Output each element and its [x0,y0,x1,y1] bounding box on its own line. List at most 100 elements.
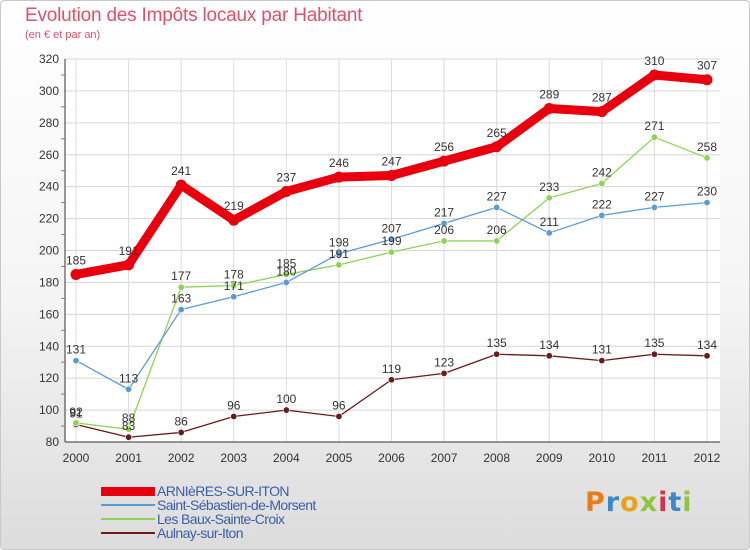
data-label: 123 [434,355,454,369]
data-point [70,268,82,280]
data-label: 177 [171,269,191,283]
data-label: 310 [644,54,664,68]
legend: ARNIèRES-SUR-ITON Saint-Sébastien-de-Mor… [101,484,316,540]
data-point [72,357,80,365]
legend-label: ARNIèRES-SUR-ITON [157,483,290,499]
data-label: 242 [592,165,612,179]
data-label: 198 [329,236,349,250]
x-tick-label: 2011 [642,451,668,465]
data-point [177,283,185,291]
data-label: 227 [487,189,507,203]
data-point [598,179,606,187]
x-tick-label: 2006 [378,451,405,465]
data-label: 211 [540,215,559,229]
data-label: 307 [697,59,717,73]
y-tick-label: 200 [39,244,59,258]
data-label: 134 [539,338,559,352]
data-point [335,261,343,269]
data-label: 191 [119,244,139,258]
data-label: 271 [644,119,664,133]
data-label: 135 [487,336,507,350]
data-point [282,406,290,414]
legend-swatch-saint-sebastien [101,504,155,506]
x-tick-label: 2003 [220,451,247,465]
x-tick-label: 2012 [694,451,721,465]
x-tick-label: 2001 [115,451,142,465]
data-point [387,248,395,256]
data-label: 135 [644,336,664,350]
y-tick-label: 320 [39,52,59,66]
y-tick-label: 260 [39,148,59,162]
data-label: 256 [434,140,454,154]
x-tick-label: 2007 [431,451,458,465]
data-point [282,270,290,278]
data-point [335,250,343,258]
data-label: 207 [381,221,401,235]
y-tick-label: 140 [39,339,59,353]
data-point [596,106,608,118]
data-point [228,214,240,226]
data-label: 206 [434,223,454,237]
legend-item-saint-sebastien: Saint-Sébastien-de-Morsent [101,498,316,512]
data-point [440,369,448,377]
data-point [125,425,133,433]
x-tick-label: 2010 [588,451,615,465]
data-point [703,154,711,162]
x-tick-label: 2008 [483,451,510,465]
data-point [386,169,397,181]
legend-label: Aulnay-sur-Iton [157,525,244,541]
data-label: 131 [592,343,612,357]
y-tick-label: 120 [39,371,59,385]
data-label: 163 [171,292,191,306]
data-label: 185 [276,256,296,270]
data-point [280,185,292,197]
data-label: 289 [539,87,559,101]
data-label: 100 [276,392,296,406]
y-tick-label: 100 [39,403,59,417]
data-point [440,237,448,245]
data-point [333,171,345,183]
data-point [650,203,658,211]
data-label: 96 [332,398,346,412]
data-label: 217 [434,205,454,219]
data-point [230,412,238,420]
legend-label: Les Baux-Sainte-Croix [157,511,285,527]
data-point [703,352,711,360]
data-label: 119 [382,362,401,376]
data-point [125,385,133,393]
legend-swatch-arnieres [101,487,155,496]
legend-item-arnieres: ARNIèRES-SUR-ITON [101,484,316,498]
data-point [543,102,555,114]
data-label: 96 [227,398,241,412]
data-point [230,293,238,301]
data-point [545,194,553,202]
x-tick-label: 2005 [326,451,353,465]
data-label: 171 [224,279,244,293]
legend-item-aulnay: Aulnay-sur-Iton [101,526,316,540]
data-label: 180 [276,264,296,278]
data-label: 227 [644,189,664,203]
data-point [493,350,501,358]
data-label: 91 [69,406,83,420]
legend-label: Saint-Sébastien-de-Morsent [157,497,316,513]
data-point [598,357,606,365]
data-label: 199 [381,234,401,248]
y-tick-label: 220 [39,212,59,226]
data-point [125,433,133,441]
data-point [175,179,187,191]
y-tick-label: 300 [39,84,59,98]
chart-subtitle: (en € et par an) [25,29,101,41]
y-tick-label: 160 [39,307,59,321]
data-label: 178 [224,268,244,282]
data-point [648,69,660,81]
y-tick-label: 240 [39,180,59,194]
data-point [545,229,553,237]
y-tick-label: 80 [46,435,60,449]
data-label: 83 [122,419,136,433]
data-label: 241 [171,164,191,178]
data-point [598,211,606,219]
data-point [177,306,185,314]
x-tick-label: 2002 [168,451,195,465]
legend-swatch-aulnay [101,532,155,534]
